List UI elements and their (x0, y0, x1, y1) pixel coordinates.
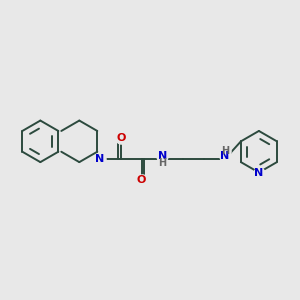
Text: N: N (220, 151, 230, 161)
Text: H: H (221, 146, 229, 156)
Text: O: O (116, 134, 125, 143)
Text: H: H (158, 158, 166, 168)
Text: N: N (254, 167, 263, 178)
Text: O: O (137, 175, 146, 185)
Text: N: N (95, 154, 105, 164)
Text: N: N (158, 151, 167, 161)
